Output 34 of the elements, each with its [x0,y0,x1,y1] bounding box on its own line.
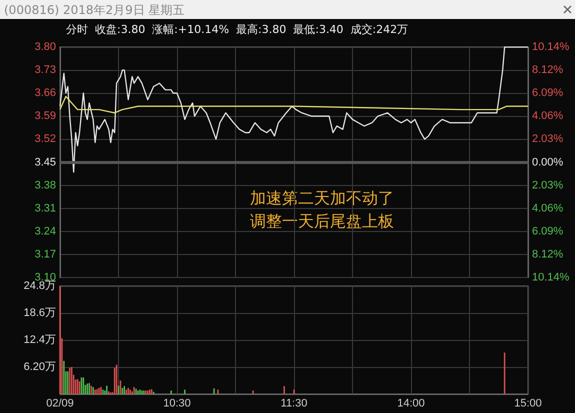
y-tick-label: 6.20万 [24,361,56,373]
y2-tick-label: 0.00% [532,156,564,168]
y-tick-label: 12.4万 [24,334,56,346]
y2-tick-label: 6.09% [532,87,564,100]
y-tick-label: 3.59 [34,110,56,122]
y2-tick-label: 10.14% [532,272,570,284]
y2-tick-label: 8.12% [532,248,564,261]
chart-title: (000816) 2018年2月9日 星期五 [4,2,185,19]
y-tick-label: 3.80 [34,41,56,53]
y-tick-label: 3.66 [34,87,56,100]
y2-tick-label: 8.12% [532,64,564,76]
y-tick-label: 3.52 [34,133,56,146]
y-tick-label: 3.45 [34,156,56,168]
y2-tick-label: 4.06% [532,110,564,122]
y-tick-label: 3.24 [34,225,56,238]
y-tick-label: 18.6万 [24,307,56,319]
y2-tick-label: 4.06% [532,202,564,214]
x-tick-label: 11:30 [280,398,308,410]
chart-subtitle: 分时 收盘:3.80 涨幅:+10.14% 最高:3.80 最低:3.40 成交:242万 [66,22,408,37]
x-tick-label: 15:00 [514,398,542,410]
x-tick-label: 10:30 [163,398,191,410]
line-series [59,96,529,114]
y2-tick-label: 6.09% [532,225,564,238]
y-tick-label: 3.38 [34,179,56,192]
y2-tick-label: 2.03% [532,133,564,146]
y-tick-label: 3.73 [34,64,56,76]
x-tick-label: 14:00 [397,398,425,410]
y-tick-label: 3.17 [34,248,56,260]
y2-tick-label: 2.03% [532,179,564,192]
x-tick-label: 02/09 [46,398,74,410]
line-series [59,46,529,173]
y2-tick-label: 10.14% [532,41,570,53]
y-tick-label: 3.31 [34,202,56,214]
y-tick-label: 24.8万 [24,280,56,292]
